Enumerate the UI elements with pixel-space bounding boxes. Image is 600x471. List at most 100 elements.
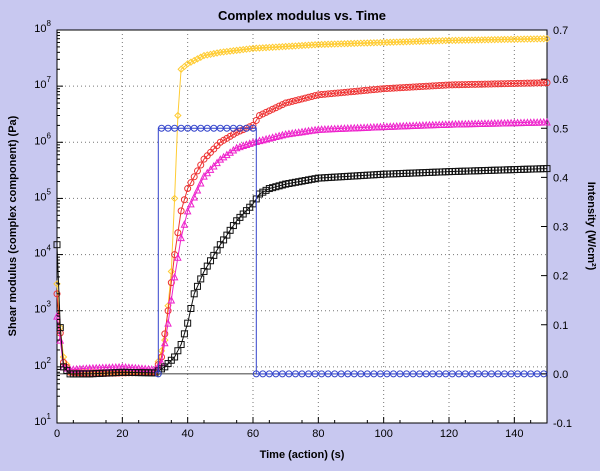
data-point: [164, 319, 172, 327]
series-3: [53, 165, 551, 378]
data-point: [523, 79, 531, 87]
y-right-tick-label: -0.1: [553, 418, 572, 430]
data-point: [494, 80, 502, 88]
data-point: [213, 49, 221, 57]
data-point: [295, 96, 303, 104]
data-point: [540, 35, 548, 43]
data-point: [160, 338, 169, 347]
data-point: [396, 38, 404, 46]
data-point: [301, 94, 309, 102]
data-point: [370, 39, 378, 47]
data-point: [422, 370, 430, 378]
data-point: [501, 370, 509, 378]
data-point: [360, 39, 368, 47]
data-point: [193, 55, 202, 63]
data-point: [543, 34, 551, 43]
y-right-tick-label: 0.5: [553, 123, 568, 135]
data-point: [252, 116, 260, 124]
data-point: [262, 108, 270, 116]
data-point: [340, 88, 348, 96]
data-point: [236, 46, 244, 54]
data-point: [193, 167, 201, 175]
y-left-tick-label: 103: [34, 300, 51, 316]
axis-layer: 0 20 40 60 80 100 120 140 101 102 103 104 105 106 107 1…: [34, 19, 572, 440]
data-point: [174, 253, 182, 261]
data-point: [239, 45, 247, 54]
data-point: [305, 370, 313, 378]
data-point: [458, 81, 466, 89]
data-point: [170, 194, 179, 203]
data-point: [357, 87, 365, 95]
data-point: [184, 319, 192, 327]
data-point: [321, 40, 329, 49]
data-point: [497, 35, 505, 44]
data-point: [491, 35, 499, 44]
data-point: [193, 185, 202, 194]
data-point: [330, 40, 339, 48]
data-point: [543, 117, 551, 126]
data-point: [262, 43, 270, 52]
y-left-tick-label: 105: [34, 187, 51, 203]
data-point: [337, 40, 345, 48]
data-point: [278, 42, 287, 51]
data-point: [314, 91, 322, 99]
data-point: [533, 35, 541, 43]
data-point: [445, 81, 453, 89]
data-point: [389, 84, 397, 92]
data-point: [285, 98, 293, 106]
data-point: [196, 178, 205, 187]
data-point: [265, 370, 273, 378]
data-point: [304, 41, 313, 49]
data-point: [288, 42, 296, 50]
data-point: [360, 87, 368, 95]
data-point: [298, 370, 306, 378]
data-point: [481, 370, 489, 378]
data-point: [308, 41, 316, 49]
data-point: [487, 370, 495, 378]
data-point: [190, 124, 198, 132]
data-point: [288, 97, 296, 105]
data-point: [373, 85, 381, 93]
data-point: [409, 37, 417, 46]
data-point: [301, 41, 309, 50]
data-point: [282, 99, 290, 107]
data-point: [252, 44, 260, 52]
x-tick-label: 20: [116, 428, 128, 440]
data-point: [540, 79, 548, 87]
data-point: [311, 41, 319, 49]
data-point: [406, 83, 414, 91]
data-point: [219, 152, 228, 161]
data-point: [468, 36, 476, 44]
data-point: [285, 42, 293, 51]
data-point: [367, 86, 375, 94]
data-point: [363, 86, 371, 94]
x-tick-label: 120: [440, 428, 458, 440]
y-right-tick-label: 0.0: [553, 369, 568, 381]
data-point: [317, 40, 326, 49]
y-right-tick-label: 0.3: [553, 222, 568, 234]
data-point: [197, 124, 205, 132]
data-point: [376, 38, 385, 47]
data-point: [255, 44, 264, 52]
data-point: [527, 79, 535, 87]
data-point: [187, 304, 195, 312]
data-point: [187, 199, 195, 208]
data-point: [161, 330, 169, 338]
data-point: [219, 48, 228, 56]
data-point: [432, 37, 440, 45]
data-point: [347, 88, 355, 96]
data-point: [291, 370, 299, 378]
data-point: [458, 36, 466, 44]
data-point: [494, 370, 502, 378]
data-point: [331, 370, 339, 378]
x-tick-label: 40: [182, 428, 194, 440]
y-right-tick-label: 0.1: [553, 320, 568, 332]
data-point: [350, 370, 358, 378]
y-right-tick-label: 0.6: [553, 74, 568, 86]
data-point: [334, 89, 342, 97]
data-point: [406, 37, 414, 46]
data-point: [487, 36, 496, 44]
data-point: [226, 47, 234, 55]
data-point: [246, 45, 254, 53]
